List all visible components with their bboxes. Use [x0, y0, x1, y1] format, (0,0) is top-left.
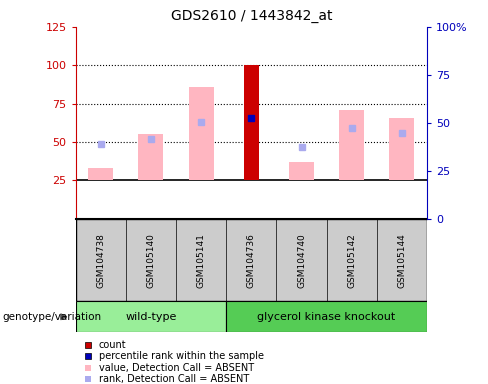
Title: GDS2610 / 1443842_at: GDS2610 / 1443842_at [171, 9, 332, 23]
Bar [244, 65, 259, 180]
Bar [289, 162, 314, 180]
Text: value, Detection Call = ABSENT: value, Detection Call = ABSENT [99, 362, 254, 372]
Text: GSM105140: GSM105140 [146, 233, 156, 288]
Text: count: count [99, 339, 126, 349]
Text: GSM104738: GSM104738 [96, 233, 105, 288]
Bar [188, 87, 214, 180]
Text: GSM105144: GSM105144 [397, 233, 407, 288]
Bar [88, 168, 113, 180]
Text: GSM104740: GSM104740 [297, 233, 306, 288]
Text: percentile rank within the sample: percentile rank within the sample [99, 351, 264, 361]
Bar [76, 301, 226, 332]
Text: rank, Detection Call = ABSENT: rank, Detection Call = ABSENT [99, 374, 249, 384]
Bar [339, 110, 364, 180]
Bar [139, 134, 163, 180]
Text: GSM105141: GSM105141 [197, 233, 205, 288]
Text: GSM104736: GSM104736 [247, 233, 256, 288]
Text: genotype/variation: genotype/variation [2, 312, 102, 322]
Bar [226, 301, 427, 332]
Bar [389, 118, 414, 180]
Text: glycerol kinase knockout: glycerol kinase knockout [258, 312, 396, 322]
Text: wild-type: wild-type [125, 312, 177, 322]
Text: GSM105142: GSM105142 [347, 233, 356, 288]
